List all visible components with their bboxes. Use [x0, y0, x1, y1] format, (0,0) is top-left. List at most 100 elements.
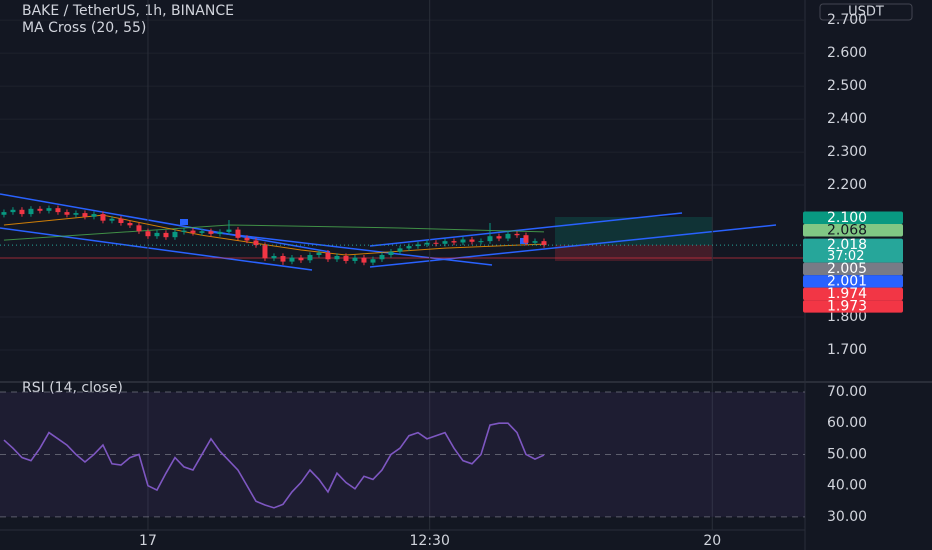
y-tick-label: 2.500	[827, 78, 867, 94]
price-label-box	[803, 287, 903, 301]
candle-body	[496, 236, 502, 239]
price-label: 2.018	[827, 237, 867, 253]
target-zone	[555, 217, 713, 245]
candle-body	[217, 231, 223, 234]
y-tick-label: 2.400	[827, 111, 867, 127]
candle-body	[127, 222, 133, 226]
price-label-box	[803, 224, 903, 237]
trend-line	[369, 224, 777, 268]
candle-body	[64, 212, 70, 215]
stop-zone	[555, 245, 713, 261]
price-label: 1.974	[827, 286, 867, 302]
trend-line	[0, 227, 313, 271]
rsi-tick-label: 40.00	[827, 478, 867, 494]
candle-body	[334, 255, 340, 260]
candle-body	[505, 233, 511, 239]
candle-body	[451, 241, 457, 243]
currency-box[interactable]	[819, 3, 913, 21]
candle-body	[388, 251, 394, 255]
candle-body	[343, 255, 349, 261]
candle-body	[163, 232, 169, 238]
candle-body	[289, 257, 295, 262]
candle-body	[136, 225, 142, 232]
candle-body	[235, 229, 241, 238]
candle-body	[172, 231, 178, 238]
price-label: 2.005	[827, 261, 867, 277]
rsi-tick-label: 30.00	[827, 509, 867, 525]
y-tick-label: 2.300	[827, 144, 867, 160]
price-label: 2.001	[827, 274, 867, 290]
y-tick-label: 1.700	[827, 342, 867, 358]
currency[interactable]: USDT	[848, 5, 884, 20]
candle-body	[469, 239, 475, 242]
candle-body	[424, 242, 430, 245]
candle-body	[109, 218, 115, 221]
x-tick-label: 20	[703, 533, 721, 549]
countdown: 37:02	[827, 249, 864, 264]
price-label: 2.068	[827, 223, 867, 239]
candle-body	[262, 245, 268, 259]
candle-body	[325, 252, 331, 260]
candle-body	[316, 252, 322, 255]
chart-title: BAKE / TetherUS, 1h, BINANCE	[22, 3, 234, 19]
candle-body	[154, 232, 160, 237]
candle-body	[10, 209, 16, 213]
cross-marker	[180, 219, 188, 225]
candle-body	[280, 255, 286, 262]
candle-body	[37, 208, 43, 211]
candle-body	[379, 254, 385, 260]
indicator-label: MA Cross (20, 55)	[22, 20, 146, 36]
rsi-tick-label: 50.00	[827, 446, 867, 462]
candle-body	[253, 240, 259, 246]
candle-body	[271, 255, 277, 259]
candle-body	[523, 235, 529, 243]
price-label: 2.100	[827, 210, 867, 226]
rsi-tick-label: 70.00	[827, 384, 867, 400]
candle-body	[541, 241, 547, 246]
candle-body	[19, 209, 25, 215]
x-tick-label: 12:30	[410, 533, 450, 549]
price-label-box	[803, 211, 903, 225]
y-tick-label: 2.600	[827, 45, 867, 61]
candle-body	[118, 218, 124, 223]
candle-body	[82, 213, 88, 217]
trend-line	[369, 212, 683, 247]
candle-body	[514, 233, 520, 236]
candle-body	[415, 244, 421, 247]
candle-body	[478, 241, 484, 243]
candle-body	[361, 257, 367, 263]
trend-line	[0, 193, 331, 253]
candle-body	[244, 237, 250, 241]
price-label-box	[803, 262, 903, 276]
y-tick-label: 2.700	[827, 12, 867, 28]
rsi-tick-label: 60.00	[827, 415, 867, 431]
price-label-box	[803, 275, 903, 288]
candle-body	[55, 208, 61, 213]
candle-body	[145, 231, 151, 237]
candle-body	[199, 231, 205, 233]
x-tick-label: 17	[139, 533, 157, 549]
candle-body	[397, 248, 403, 252]
candle-body	[226, 229, 232, 232]
price-label: 1.973	[827, 299, 867, 315]
candle-body	[208, 231, 214, 234]
candle-body	[28, 208, 34, 215]
candle-body	[352, 257, 358, 261]
candle-body	[1, 212, 7, 215]
candle-body	[100, 214, 106, 221]
candle-body	[181, 230, 187, 232]
candle-body	[532, 241, 538, 243]
candle-body	[442, 241, 448, 244]
candle-body	[406, 246, 412, 249]
candle-body	[370, 259, 376, 263]
candle-body	[73, 213, 79, 215]
price-label-box	[803, 238, 903, 263]
candle-body	[487, 236, 493, 242]
y-tick-label: 1.800	[827, 309, 867, 325]
candle-body	[433, 242, 439, 244]
candle-body	[307, 254, 313, 261]
trend-lines	[0, 193, 777, 271]
